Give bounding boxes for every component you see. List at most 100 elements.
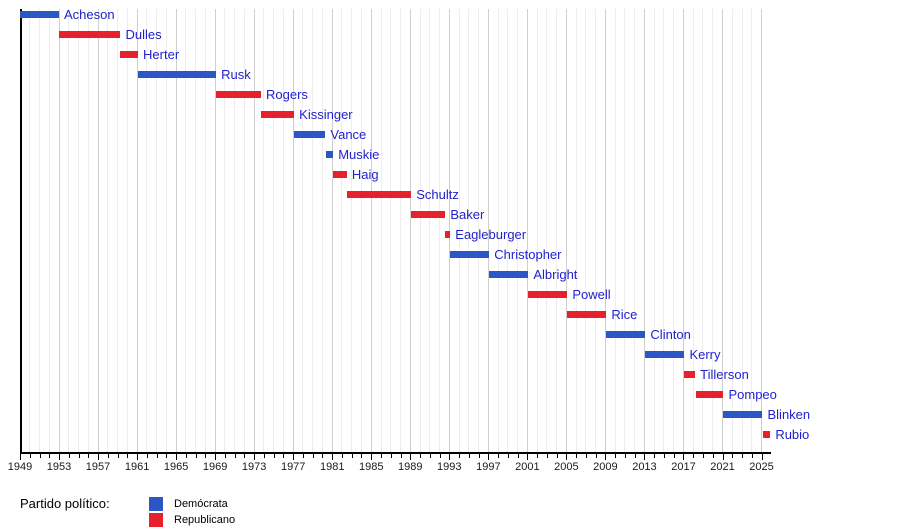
gridline-minor (751, 9, 753, 453)
minor-tick (634, 454, 636, 458)
gridline-minor (263, 9, 265, 453)
major-tick (722, 454, 724, 460)
gridline-minor (507, 9, 509, 453)
minor-tick (702, 454, 704, 458)
bar-label-acheson[interactable]: Acheson (64, 7, 115, 22)
gridline-major (526, 9, 528, 453)
minor-tick (663, 454, 665, 458)
gridline-minor (585, 9, 587, 453)
x-axis-line (20, 452, 771, 454)
gridline-minor (741, 9, 743, 453)
bar-dulles (59, 31, 121, 38)
minor-tick (712, 454, 714, 458)
bar-label-dulles[interactable]: Dulles (125, 27, 162, 42)
minor-tick (361, 454, 363, 458)
bar-label-powell[interactable]: Powell (572, 287, 611, 302)
bar-label-rice[interactable]: Rice (611, 307, 638, 322)
bar-label-kissinger[interactable]: Kissinger (299, 107, 353, 122)
minor-tick (302, 454, 304, 458)
minor-tick (556, 454, 558, 458)
minor-tick (185, 454, 187, 458)
major-tick (410, 454, 412, 460)
major-tick (59, 454, 61, 460)
gridline-minor (234, 9, 236, 453)
gridline-minor (614, 9, 616, 453)
gridline-minor (673, 9, 675, 453)
minor-tick (742, 454, 744, 458)
bar-label-pompeo[interactable]: Pompeo (728, 387, 777, 402)
minor-tick (585, 454, 587, 458)
bar-label-eagleburger[interactable]: Eagleburger (455, 227, 527, 242)
bar-label-blinken[interactable]: Blinken (767, 407, 811, 422)
major-tick (605, 454, 607, 460)
gridline-minor (458, 9, 460, 453)
x-tick-label: 2021 (710, 461, 735, 473)
minor-tick (751, 454, 753, 458)
legend-item-republicano: Republicano (149, 513, 235, 527)
bar-label-vance[interactable]: Vance (330, 127, 367, 142)
bar-label-rogers[interactable]: Rogers (265, 87, 308, 102)
bar-label-christopher[interactable]: Christopher (494, 247, 562, 262)
bar-label-muskie[interactable]: Muskie (338, 147, 380, 162)
bar-label-kerry[interactable]: Kerry (689, 347, 721, 362)
gridline-minor (380, 9, 382, 453)
gridline-minor (273, 9, 275, 453)
x-tick-label: 1977 (280, 461, 306, 473)
x-tick-label: 1969 (202, 461, 228, 473)
bar-label-rusk[interactable]: Rusk (221, 67, 251, 82)
bar-rogers (216, 91, 261, 98)
minor-tick (234, 454, 236, 458)
bar-label-rubio[interactable]: Rubio (775, 427, 810, 442)
minor-tick (312, 454, 314, 458)
gridline-major (565, 9, 567, 453)
gridline-minor (185, 9, 187, 453)
bar-pompeo (696, 391, 724, 398)
minor-tick (478, 454, 480, 458)
gridline-major (136, 9, 138, 453)
bar-label-albright[interactable]: Albright (533, 267, 578, 282)
minor-tick (459, 454, 461, 458)
gridline-minor (48, 9, 50, 453)
gridline-minor (653, 9, 655, 453)
legend-item-democrata: Demócrata (149, 497, 228, 511)
x-tick-label: 1993 (437, 461, 462, 473)
minor-tick (732, 454, 734, 458)
gridline-minor (429, 9, 431, 453)
gridline-major (175, 9, 177, 453)
minor-tick (673, 454, 675, 458)
bar-christopher (450, 251, 490, 258)
gridline-minor (321, 9, 323, 453)
major-tick (137, 454, 139, 460)
major-tick (293, 454, 295, 460)
bar-label-herter[interactable]: Herter (143, 47, 180, 62)
bar-label-tillerson[interactable]: Tillerson (700, 367, 749, 382)
minor-tick (88, 454, 90, 458)
minor-tick (693, 454, 695, 458)
gridline-minor (87, 9, 89, 453)
gridline-minor (204, 9, 206, 453)
gridline-minor (351, 9, 353, 453)
legend-title: Partido político: (20, 496, 110, 511)
gridline-minor (663, 9, 665, 453)
gridline-minor (634, 9, 636, 453)
gridline-minor (312, 9, 314, 453)
bar-rusk (138, 71, 217, 78)
y-axis-line (20, 9, 22, 454)
gridline-major (58, 9, 60, 453)
gridline-minor (29, 9, 31, 453)
bar-label-schultz[interactable]: Schultz (416, 187, 459, 202)
bar-label-clinton[interactable]: Clinton (650, 327, 691, 342)
bar-label-baker[interactable]: Baker (450, 207, 485, 222)
x-tick-label: 1949 (7, 461, 33, 473)
bar-label-haig[interactable]: Haig (351, 167, 379, 182)
gridline-major (682, 9, 684, 453)
gridline-minor (692, 9, 694, 453)
bar-vance (294, 131, 326, 138)
gridline-minor (517, 9, 519, 453)
bar-clinton (606, 331, 646, 338)
gridline-minor (390, 9, 392, 453)
major-tick (761, 454, 763, 460)
gridline-major (214, 9, 216, 453)
gridline-minor (731, 9, 733, 453)
gridline-minor (282, 9, 284, 453)
